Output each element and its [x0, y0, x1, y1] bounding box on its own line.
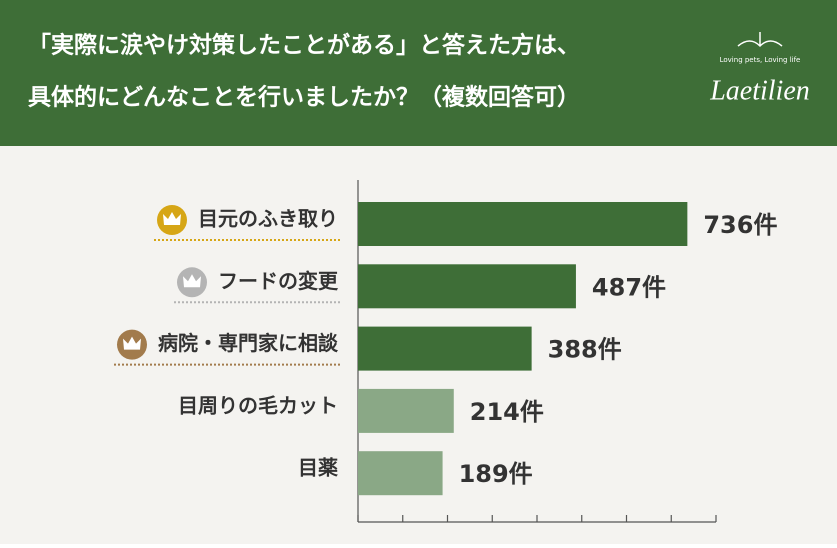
crown-icon: [163, 212, 181, 225]
chart-title: 「実際に涙やけ対策したことがある」と答えた方は、: [28, 32, 580, 59]
bar: [358, 326, 532, 371]
value-label: 189件: [459, 460, 533, 488]
bar: [358, 451, 443, 496]
category-label: 目元のふき取り: [198, 207, 338, 231]
category-label: 目周りの毛カット: [178, 393, 338, 417]
category-label: フードの変更: [218, 269, 339, 293]
header: [0, 0, 837, 146]
category-label: 目薬: [298, 456, 338, 480]
logo-icon: [737, 32, 783, 48]
value-label: 388件: [548, 336, 622, 364]
bar: [358, 202, 688, 246]
value-label: 487件: [592, 273, 666, 301]
bar: [358, 264, 576, 309]
chart-title: 具体的にどんなことを行いましたか？（複数回答可）: [28, 84, 580, 111]
tagline: Loving pets, Loving life: [720, 56, 801, 64]
crown-icon: [183, 274, 201, 288]
crown-icon: [123, 336, 141, 350]
brand: Laetilien: [709, 75, 810, 106]
bar: [358, 388, 454, 433]
value-label: 736件: [703, 211, 777, 239]
category-label: 病院・専門家に相談: [158, 331, 339, 355]
value-label: 214件: [470, 398, 544, 426]
